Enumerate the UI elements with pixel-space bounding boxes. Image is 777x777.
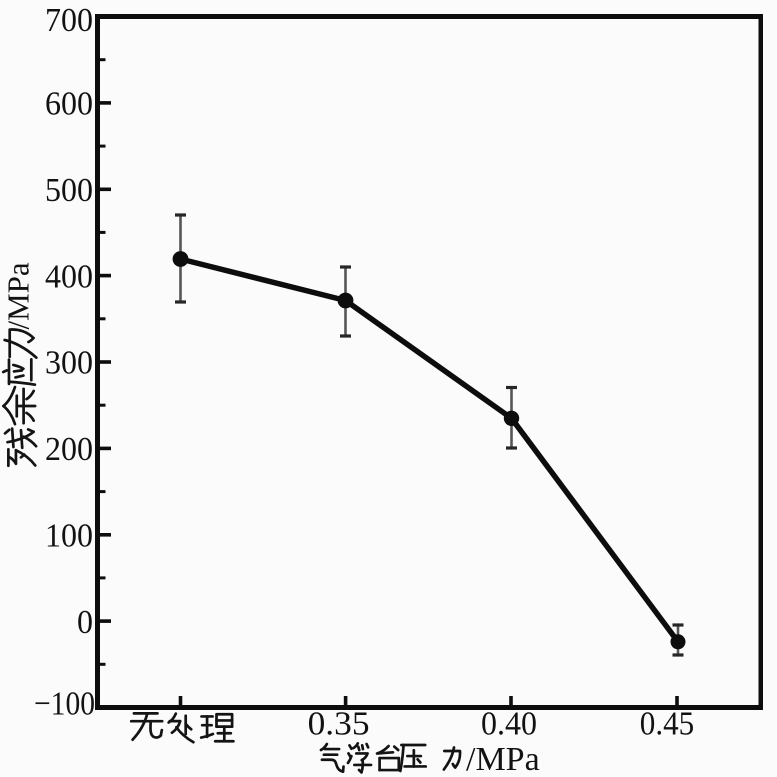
svg-text:/MPa: /MPa <box>466 741 540 777</box>
svg-text:200: 200 <box>45 431 93 468</box>
svg-text:600: 600 <box>45 86 93 123</box>
svg-text:400: 400 <box>45 258 93 295</box>
svg-text:0: 0 <box>77 604 93 641</box>
svg-text:100: 100 <box>45 518 93 555</box>
svg-text:0.45: 0.45 <box>640 705 695 742</box>
svg-text:300: 300 <box>45 345 93 382</box>
svg-text:−100: −100 <box>34 686 95 723</box>
svg-text:700: 700 <box>45 2 93 39</box>
svg-text:0.35: 0.35 <box>308 705 370 742</box>
svg-text:0.40: 0.40 <box>481 705 537 742</box>
svg-text:500: 500 <box>45 172 93 209</box>
svg-text:/MPa: /MPa <box>1 262 36 329</box>
